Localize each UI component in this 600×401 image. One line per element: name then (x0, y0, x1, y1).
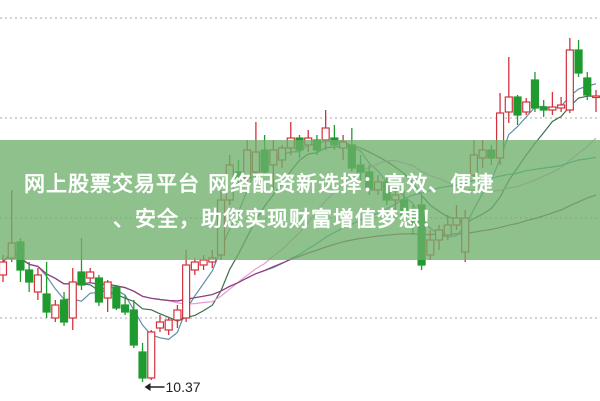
candle-down (129, 309, 138, 346)
candle-up (173, 309, 182, 321)
candle-up (182, 264, 191, 319)
candle-down (530, 79, 540, 109)
candle-up (0, 261, 8, 276)
annotation-arrow-head (144, 383, 151, 391)
candle-up (504, 96, 513, 113)
candle-down (583, 77, 592, 96)
candle-up (147, 331, 156, 379)
banner-line-2: 、安全，助您实现财富增值梦想！ (113, 207, 443, 231)
candle-down (120, 304, 130, 313)
candle-down (112, 286, 121, 309)
candle-down (94, 277, 104, 303)
candle-up (190, 261, 199, 271)
candle-down (59, 299, 69, 323)
candle-up (33, 274, 42, 293)
candle-up (321, 127, 330, 141)
candle-up (199, 259, 208, 266)
candle-up (591, 95, 600, 99)
banner-line-1: 网上股票交易平台 网络配资新选择：高效、便捷 (24, 172, 495, 196)
candle-up (103, 281, 112, 299)
candle-up (68, 281, 77, 319)
candle-up (522, 101, 531, 113)
candle-down (513, 96, 522, 116)
candle-down (138, 351, 147, 379)
candle-up (164, 319, 173, 331)
candle-up (155, 321, 165, 329)
candle-down (539, 106, 548, 111)
candle-down (25, 269, 34, 283)
candle-up (565, 49, 574, 111)
candle-up (86, 271, 95, 279)
candle-up (51, 304, 60, 319)
title-banner: 网上股票交易平台 网络配资新选择：高效、便捷 、安全，助您实现财富增值梦想！ (0, 140, 600, 260)
candle-down (574, 49, 583, 74)
candle-down (42, 293, 51, 313)
candle-up (548, 106, 557, 111)
low-price-label: 10.37 (166, 379, 201, 395)
candle-up (557, 104, 566, 109)
candle-down (77, 271, 86, 286)
